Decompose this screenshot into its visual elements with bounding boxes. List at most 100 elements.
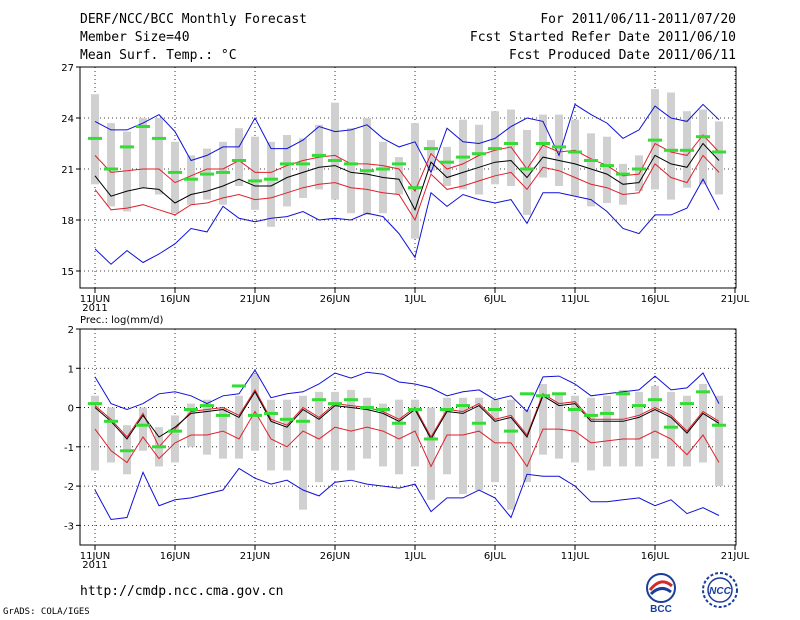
x-tick-label: 1JUL bbox=[404, 294, 427, 305]
member-box bbox=[363, 118, 371, 215]
member-box bbox=[475, 124, 483, 195]
lower-line bbox=[94, 154, 720, 222]
member-box bbox=[715, 121, 723, 195]
member-box bbox=[155, 118, 163, 195]
member-box bbox=[139, 118, 147, 188]
member-box bbox=[283, 135, 291, 207]
member-box bbox=[203, 399, 211, 455]
member-box bbox=[523, 129, 531, 215]
member-box bbox=[395, 157, 403, 195]
member-box bbox=[171, 141, 179, 214]
member-box bbox=[267, 399, 275, 471]
x-tick-label: 21JUL bbox=[721, 294, 750, 305]
member-box bbox=[267, 141, 275, 227]
member-box bbox=[219, 407, 227, 459]
y-tick-label: 18 bbox=[61, 216, 74, 227]
bcc-logo-text: BCC bbox=[650, 604, 672, 614]
min-line bbox=[94, 467, 720, 521]
mean-line bbox=[94, 390, 720, 441]
member-box bbox=[315, 391, 323, 483]
x-tick-label: 6JUL bbox=[484, 551, 507, 562]
x-tick-label: 6JUL bbox=[484, 294, 507, 305]
x-tick-label: 21JUN bbox=[240, 551, 270, 562]
x-tick-label: 26JUN bbox=[320, 294, 350, 305]
member-box bbox=[459, 119, 467, 190]
x-tick-label: 1JUL bbox=[404, 551, 427, 562]
chart-title: DERF/NCC/BCC Monthly Forecast bbox=[80, 12, 307, 27]
member-size: Member Size=40 bbox=[80, 30, 190, 45]
x-tick-label: 11JUN bbox=[80, 294, 110, 305]
member-box bbox=[603, 136, 611, 203]
logos: BCC NCC bbox=[646, 572, 738, 614]
member-box bbox=[523, 409, 531, 483]
member-box bbox=[363, 397, 371, 459]
member-box bbox=[715, 395, 723, 487]
ncc-logo-text: NCC bbox=[709, 586, 731, 597]
member-box bbox=[699, 109, 707, 185]
member-box bbox=[107, 407, 115, 463]
member-box bbox=[235, 128, 243, 186]
y-tick-label: -3 bbox=[64, 521, 74, 532]
x-tick-label: 16JUL bbox=[641, 294, 670, 305]
upper-line bbox=[94, 134, 720, 193]
y-tick-label: 24 bbox=[61, 114, 74, 125]
member-box bbox=[603, 395, 611, 467]
x-tick-label: 11JUL bbox=[561, 294, 590, 305]
member-box bbox=[379, 403, 387, 467]
x-tick-label: 26JUN bbox=[320, 551, 350, 562]
produced-date: Fcst Produced Date 2011/06/11 bbox=[509, 48, 736, 63]
member-box bbox=[235, 395, 243, 459]
y-tick-label: 2 bbox=[68, 325, 74, 336]
x-tick-label: 21JUN bbox=[240, 294, 270, 305]
x-tick-label: 16JUN bbox=[160, 551, 190, 562]
x-tick-label: 16JUL bbox=[641, 551, 670, 562]
member-box bbox=[123, 131, 131, 212]
ncc-logo: NCC bbox=[702, 572, 738, 608]
member-box bbox=[187, 403, 195, 447]
x-tick-label: 21JUL bbox=[721, 551, 750, 562]
member-box bbox=[299, 138, 307, 198]
member-box bbox=[475, 397, 483, 491]
member-box bbox=[651, 385, 659, 459]
member-box bbox=[619, 389, 627, 467]
member-box bbox=[347, 389, 355, 471]
member-box bbox=[91, 395, 99, 471]
variable-label: Mean Surf. Temp.: °C bbox=[80, 48, 237, 63]
year-label: 2011 bbox=[82, 303, 107, 314]
x-tick-label: 11JUL bbox=[561, 551, 590, 562]
temperature-chart: 15 18 21 24 27 11JUN 16JUN 21JUN 26JUN 1JUL 6JUL 11… bbox=[61, 63, 750, 314]
y-tick-label: -2 bbox=[64, 482, 74, 493]
lower-line bbox=[94, 410, 720, 468]
member-box bbox=[331, 391, 339, 471]
member-box bbox=[427, 140, 435, 171]
y-tick-label: -1 bbox=[64, 443, 74, 454]
max-line bbox=[94, 103, 720, 174]
y-tick-label: 15 bbox=[61, 267, 74, 278]
member-box bbox=[411, 399, 419, 467]
member-box bbox=[587, 397, 595, 471]
member-box bbox=[539, 383, 547, 455]
member-box bbox=[555, 114, 563, 186]
grads-credit: GrADS: COLA/IGES bbox=[3, 607, 90, 617]
y-tick-label: 0 bbox=[68, 404, 74, 415]
member-box bbox=[299, 395, 307, 510]
member-box bbox=[667, 391, 675, 467]
member-box bbox=[667, 92, 675, 200]
min-line bbox=[94, 178, 720, 265]
member-box bbox=[571, 119, 579, 197]
member-box bbox=[347, 128, 355, 214]
member-box bbox=[587, 133, 595, 207]
year-label: 2011 bbox=[82, 560, 107, 571]
x-tick-label: 16JUN bbox=[160, 294, 190, 305]
member-box bbox=[571, 395, 579, 463]
member-box bbox=[507, 399, 515, 510]
footer-url[interactable]: http://cmdp.ncc.cma.gov.cn bbox=[80, 584, 284, 599]
member-box bbox=[331, 102, 339, 200]
y-tick-label: 1 bbox=[68, 364, 74, 375]
member-box bbox=[171, 415, 179, 463]
member-box bbox=[107, 123, 115, 207]
member-box bbox=[635, 391, 643, 467]
member-box bbox=[283, 399, 291, 471]
member-box bbox=[427, 407, 435, 500]
start-date: Fcst Started Refer Date 2011/06/10 bbox=[469, 30, 736, 45]
